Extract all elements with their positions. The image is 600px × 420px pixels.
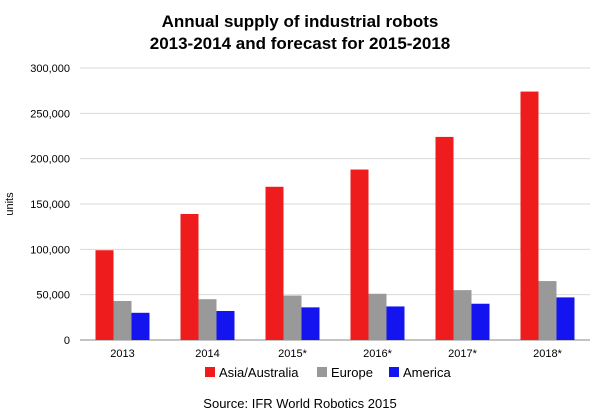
bar-america-2013	[131, 312, 150, 340]
bar-europe-2014	[198, 299, 217, 340]
y-tick-label: 250,000	[30, 108, 70, 120]
bar-asia-australia-2014	[180, 213, 199, 340]
x-tick-label: 2017*	[448, 348, 477, 360]
y-tick-label: 150,000	[30, 199, 70, 211]
y-tick-label: 200,000	[30, 154, 70, 166]
bar-europe-2015	[283, 295, 302, 340]
y-tick-label: 50,000	[36, 290, 70, 302]
legend-label: Asia/Australia	[219, 365, 299, 380]
chart-title-line-1: Annual supply of industrial robots	[161, 12, 439, 31]
bar-europe-2018	[538, 281, 557, 340]
bar-asia-australia-2013	[95, 250, 114, 340]
bar-europe-2016	[368, 293, 387, 340]
x-tick-label: 2014	[195, 348, 219, 360]
y-axis-label: units	[4, 192, 16, 216]
bar-america-2017	[471, 303, 490, 340]
legend-swatch-europe	[317, 367, 327, 377]
bar-asia-australia-2017	[435, 136, 454, 340]
bar-america-2015	[301, 307, 320, 340]
legend-swatch-america	[389, 367, 399, 377]
legend-label: America	[403, 365, 451, 380]
x-tick-label: 2015*	[278, 348, 307, 360]
bar-asia-australia-2018	[520, 91, 539, 340]
y-tick-label: 300,000	[30, 63, 70, 75]
bar-asia-australia-2015	[265, 186, 284, 340]
bar-america-2014	[216, 310, 235, 340]
chart-title-line-2: 2013-2014 and forecast for 2015-2018	[149, 34, 451, 53]
bar-europe-2017	[453, 290, 472, 340]
bar-asia-australia-2016	[350, 169, 369, 340]
legend-label: Europe	[331, 365, 373, 380]
bar-america-2016	[386, 306, 405, 340]
y-tick-label: 0	[64, 335, 70, 347]
x-tick-label: 2018*	[533, 348, 562, 360]
x-tick-label: 2016*	[363, 348, 392, 360]
y-tick-label: 100,000	[30, 244, 70, 256]
chart-source: Source: IFR World Robotics 2015	[203, 396, 397, 411]
bar-america-2018	[556, 297, 575, 340]
legend-swatch-asia-australia	[205, 367, 215, 377]
x-tick-label: 2013	[110, 348, 134, 360]
bar-europe-2013	[113, 301, 132, 340]
